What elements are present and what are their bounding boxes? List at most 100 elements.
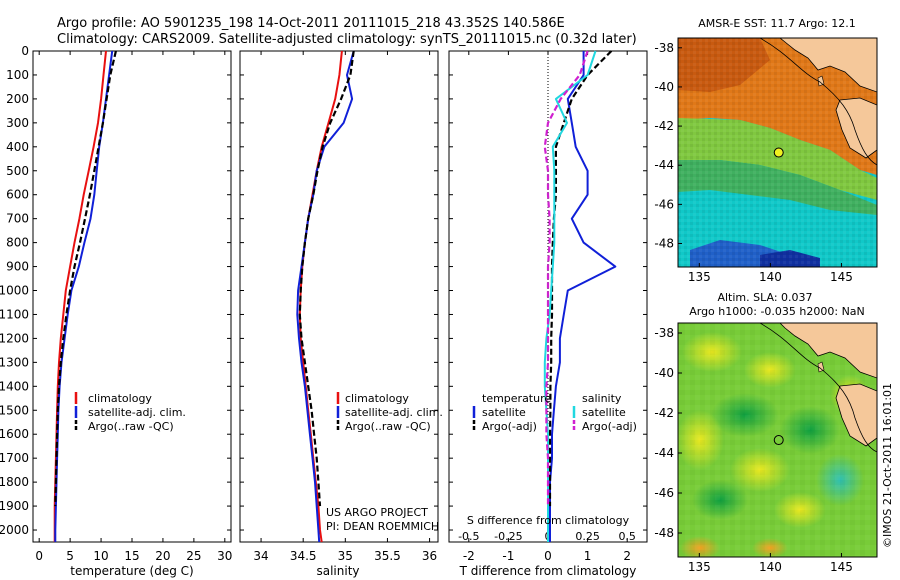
series-line-satellite [549, 51, 617, 542]
s-tick-label: -0.5 [458, 530, 479, 543]
x-tick-label: 36 [422, 549, 437, 563]
series-line-satellite-adj-clim- [296, 50, 355, 543]
sst-map-panel: AMSR-E SST: 11.7 Argo: 12.1 135 140 145 -38… [654, 17, 878, 284]
legend-label-t-argo: Argo(-adj) [482, 420, 537, 433]
y-tick-label: 1300 [0, 355, 29, 369]
salinity-panel: 34 34.5 35 35.5 36 climatology satellite-adj… [239, 50, 443, 578]
x-tick-label: 35 [338, 549, 353, 563]
legend-label-s-argo: Argo(-adj) [582, 420, 637, 433]
x-tick-label: 35.5 [374, 549, 401, 563]
difference-panel: -2 -1 0 1 2-0.5 -0.25 0 0.25 0.5 temperature sal… [448, 50, 648, 578]
map-y-tick-label: -38 [654, 41, 674, 55]
t-difference-label: T difference from climatology [459, 564, 637, 578]
credit-pi: PI: DEAN ROEMMICH [326, 520, 439, 533]
x-tick-label: -2 [463, 549, 475, 563]
y-tick-label: 1600 [0, 427, 29, 441]
y-tick-label: 200 [6, 92, 29, 106]
legend-label-t-satellite: satellite [482, 406, 526, 419]
y-tick-label: 300 [6, 116, 29, 130]
series-line-argo-adj- [548, 50, 613, 507]
y-tick-label: 1900 [0, 499, 29, 513]
y-tick-label: 1200 [0, 331, 29, 345]
map-x-tick-label: 135 [688, 270, 711, 284]
credit-project: US ARGO PROJECT [326, 506, 428, 519]
header-line-2: Climatology: CARS2009. Satellite-adjuste… [57, 32, 637, 47]
y-tick-label: 100 [6, 68, 29, 82]
header-line-1: Argo profile: AO 5901235_198 14-Oct-2011… [57, 16, 565, 31]
series-line-climatology [53, 50, 107, 542]
difference-series-group [543, 50, 617, 542]
s-tick-label: -0.25 [494, 530, 522, 543]
salinity-x-label: salinity [316, 564, 359, 578]
sla-float-marker [773, 435, 784, 446]
legend-label-argo: Argo(..raw -QC) [88, 420, 174, 433]
sla-map-land [779, 323, 877, 447]
s-tick-label: 0.25 [575, 530, 600, 543]
x-tick-label: 15 [124, 549, 139, 563]
temperature-axes-box [32, 50, 232, 543]
sst-map-title: AMSR-E SST: 11.7 Argo: 12.1 [698, 17, 856, 30]
y-tick-label: 0 [21, 44, 29, 58]
map-y-tick-label: -40 [654, 80, 674, 94]
series-line-argo-raw-qc- [298, 50, 355, 507]
map-x-tick-label: 135 [688, 560, 711, 574]
x-tick-label: 1 [584, 549, 592, 563]
x-tick-label: 34.5 [290, 549, 317, 563]
x-tick-label: 30 [217, 549, 232, 563]
sla-map-panel: Altim. SLA: 0.037 Argo h1000: -0.035 h20… [654, 291, 878, 574]
sla-map-contour [759, 323, 877, 453]
sst-map-frame [677, 37, 878, 268]
y-tick-label: 2000 [0, 523, 29, 537]
legend-label-s-satellite: satellite [582, 406, 626, 419]
map-y-tick-label: -44 [654, 446, 674, 460]
difference-tick-group: -2 -1 0 1 2-0.5 -0.25 0 0.25 0.5 [449, 50, 647, 563]
y-tick-label: 500 [6, 164, 29, 178]
y-tick-label: 700 [6, 212, 29, 226]
sla-map-title-2: Argo h1000: -0.035 h2000: NaN [689, 305, 865, 318]
sst-map-tick-group: 135 140 145 -38 -40 -42 -44 -46 -48 [654, 41, 853, 284]
legend-label-climatology: climatology [345, 392, 409, 405]
x-tick-label: 0 [35, 549, 43, 563]
temperature-x-label: temperature (deg C) [70, 564, 193, 578]
map-x-tick-label: 140 [759, 560, 782, 574]
s-difference-label: S difference from climatology [467, 514, 630, 527]
map-x-tick-label: 140 [759, 270, 782, 284]
map-y-tick-label: -48 [654, 526, 674, 540]
map-y-tick-label: -42 [654, 406, 674, 420]
x-tick-label: 5 [66, 549, 74, 563]
salinity-legend: climatology satellite-adj. clim. Argo(..… [336, 392, 443, 433]
series-line-climatology [298, 50, 343, 543]
x-tick-label: 20 [155, 549, 170, 563]
sla-map-field [678, 323, 877, 557]
legend-label-satellite: satellite-adj. clim. [88, 406, 186, 419]
map-y-tick-label: -46 [654, 197, 674, 211]
y-tick-label: 1700 [0, 451, 29, 465]
sla-map-tick-group: 135 140 145 -38 -40 -42 -44 -46 -48 [654, 326, 853, 574]
legend-label-climatology: climatology [88, 392, 152, 405]
temperature-panel: 0100200300400500600700800900100011001200… [0, 44, 232, 578]
map-x-tick-label: 145 [830, 270, 853, 284]
x-tick-label: 0 [544, 549, 552, 563]
series-line-argo-raw-qc- [54, 50, 117, 507]
salinity-axes-box [239, 50, 439, 543]
y-tick-label: 1500 [0, 403, 29, 417]
legend-title-salinity: salinity [582, 392, 622, 405]
y-tick-label: 1100 [0, 307, 29, 321]
sst-float-marker [773, 147, 784, 158]
y-tick-label: 1000 [0, 284, 29, 298]
map-x-tick-label: 145 [830, 560, 853, 574]
map-y-tick-label: -40 [654, 366, 674, 380]
map-y-tick-label: -38 [654, 326, 674, 340]
salinity-tick-group: 34 34.5 35 35.5 36 [240, 50, 438, 563]
series-line-satellite [543, 50, 597, 542]
y-tick-label: 400 [6, 140, 29, 154]
y-tick-label: 900 [6, 260, 29, 274]
x-tick-label: 25 [186, 549, 201, 563]
legend-title-temperature: temperature [482, 392, 551, 405]
legend-label-argo: Argo(..raw -QC) [345, 420, 431, 433]
legend-label-satellite: satellite-adj. clim. [345, 406, 443, 419]
x-tick-label: -1 [502, 549, 514, 563]
sla-map-frame [677, 322, 878, 558]
imos-credit: ©IMOS 21-Oct-2011 16:01:01 [881, 383, 894, 548]
